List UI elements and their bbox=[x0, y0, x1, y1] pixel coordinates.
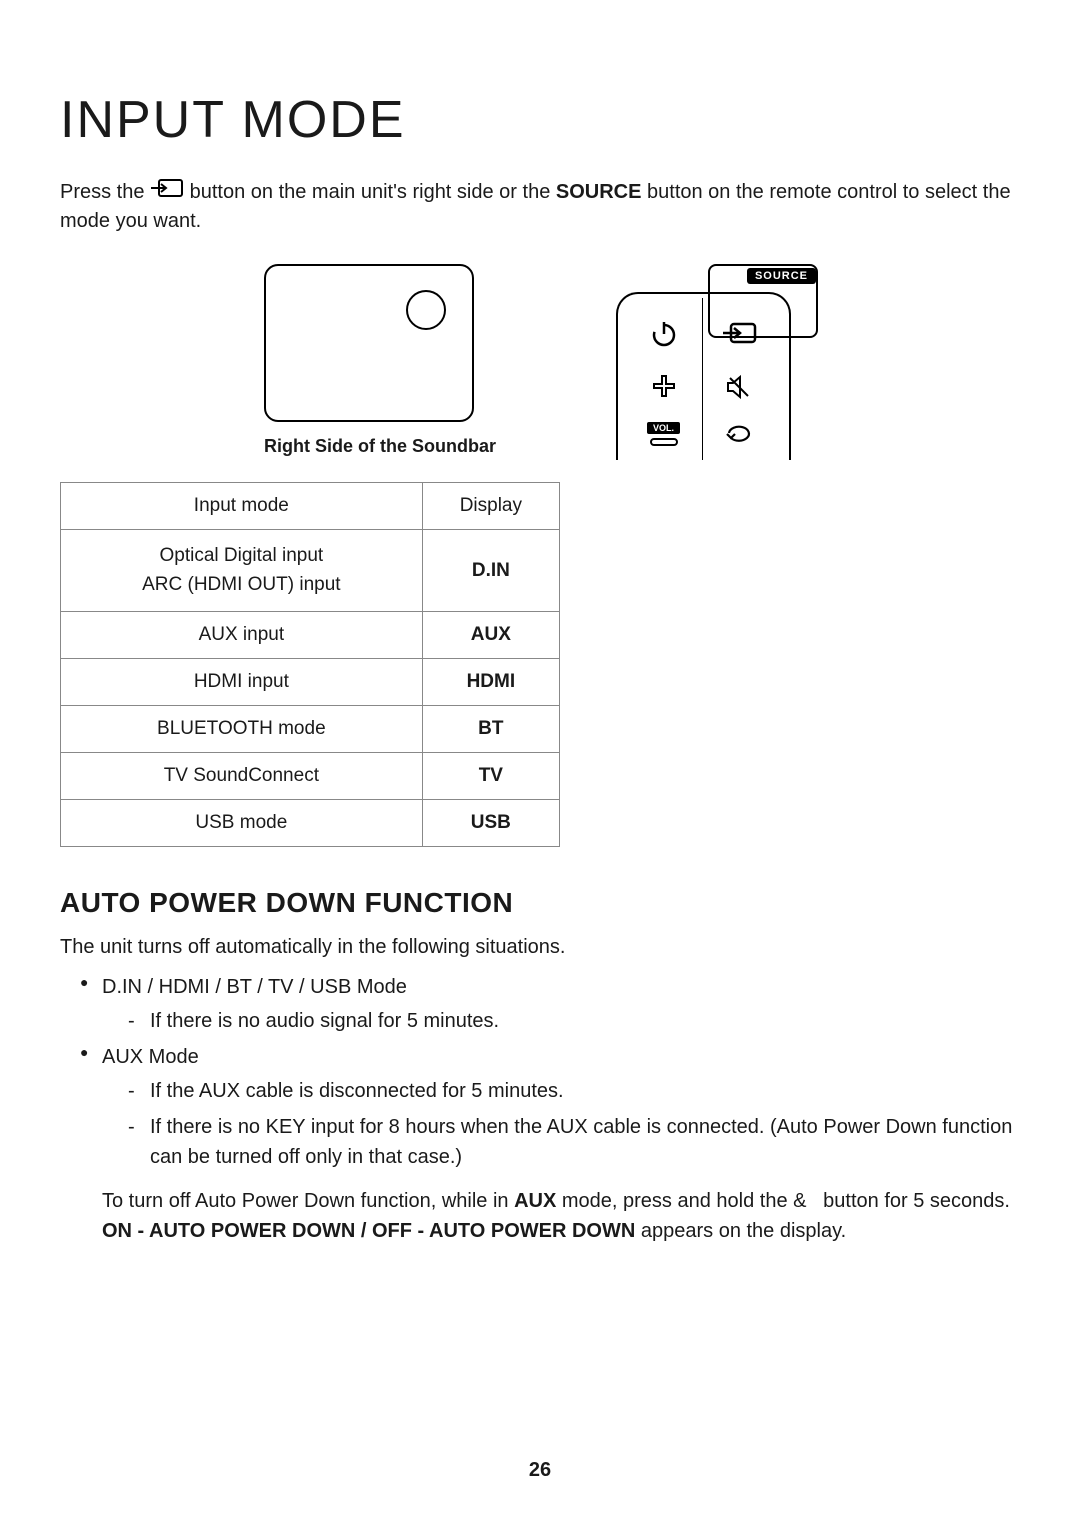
vol-badge: VOL. bbox=[647, 422, 680, 434]
closing-bold-line: ON - AUTO POWER DOWN / OFF - AUTO POWER … bbox=[102, 1220, 635, 1242]
sub-list-item: If there is no KEY input for 8 hours whe… bbox=[128, 1112, 1020, 1172]
table-row: HDMI inputHDMI bbox=[61, 659, 560, 706]
soundbar-knob-icon bbox=[406, 290, 446, 330]
auto-power-intro: The unit turns off automatically in the … bbox=[60, 933, 1020, 962]
intro-source-word: SOURCE bbox=[556, 181, 642, 203]
remote-vol-label-cell: VOL. bbox=[626, 414, 701, 452]
intro-text-mid: button on the main unit's right side or … bbox=[190, 181, 556, 203]
source-button-icon bbox=[721, 321, 757, 345]
table-cell-display: D.IN bbox=[422, 530, 559, 612]
sub-list: If the AUX cable is disconnected for 5 m… bbox=[102, 1076, 1020, 1172]
mute-icon bbox=[724, 372, 754, 402]
table-row: Optical Digital inputARC (HDMI OUT) inpu… bbox=[61, 530, 560, 612]
soundbar-box bbox=[264, 264, 474, 422]
page-title: INPUT MODE bbox=[60, 90, 1020, 150]
table-cell-display: USB bbox=[422, 800, 559, 847]
table-row: USB modeUSB bbox=[61, 800, 560, 847]
sub-list-item: If there is no audio signal for 5 minute… bbox=[128, 1006, 1020, 1036]
table-cell-mode: USB mode bbox=[61, 800, 423, 847]
table-cell-display: HDMI bbox=[422, 659, 559, 706]
table-row: BLUETOOTH modeBT bbox=[61, 706, 560, 753]
closing-aux: AUX bbox=[514, 1190, 556, 1212]
intro-paragraph: Press the button on the main unit's righ… bbox=[60, 178, 1020, 236]
table-cell-mode: HDMI input bbox=[61, 659, 423, 706]
auto-power-closing: To turn off Auto Power Down function, wh… bbox=[60, 1186, 1020, 1246]
remote-source-label: SOURCE bbox=[747, 268, 816, 284]
remote-repeat-cell bbox=[701, 414, 776, 452]
table-cell-mode: BLUETOOTH mode bbox=[61, 706, 423, 753]
remote-source-cell bbox=[701, 306, 776, 360]
repeat-icon bbox=[723, 421, 755, 445]
table-header-mode: Input mode bbox=[61, 483, 423, 530]
sub-list-item: If the AUX cable is disconnected for 5 m… bbox=[128, 1076, 1020, 1106]
remote-mute-cell bbox=[701, 360, 776, 414]
table-cell-display: BT bbox=[422, 706, 559, 753]
list-item: AUX Mode If the AUX cable is disconnected… bbox=[80, 1042, 1020, 1172]
closing-text: To turn off Auto Power Down function, wh… bbox=[102, 1190, 514, 1212]
table-header-display: Display bbox=[422, 483, 559, 530]
remote-diagram: SOURCE bbox=[616, 264, 816, 464]
vol-down-pill-icon bbox=[650, 438, 678, 446]
diagrams-row: Right Side of the Soundbar SOURCE bbox=[60, 264, 1020, 464]
bullet-label: AUX Mode bbox=[102, 1046, 199, 1068]
table-cell-mode: Optical Digital inputARC (HDMI OUT) inpu… bbox=[61, 530, 423, 612]
bullet-label: D.IN / HDMI / BT / TV / USB Mode bbox=[102, 976, 407, 998]
remote-power-cell bbox=[626, 306, 701, 360]
table-cell-display: AUX bbox=[422, 612, 559, 659]
table-cell-mode: TV SoundConnect bbox=[61, 753, 423, 800]
closing-text-2: mode, press and hold the & button for 5 … bbox=[556, 1190, 1010, 1212]
table-row: AUX inputAUX bbox=[61, 612, 560, 659]
auto-power-heading: AUTO POWER DOWN FUNCTION bbox=[60, 887, 1020, 919]
table-cell-display: TV bbox=[422, 753, 559, 800]
intro-text-before: Press the bbox=[60, 181, 150, 203]
soundbar-caption: Right Side of the Soundbar bbox=[264, 436, 496, 457]
closing-rest: appears on the display. bbox=[635, 1220, 846, 1242]
input-mode-table: Input mode Display Optical Digital input… bbox=[60, 482, 560, 847]
page-number: 26 bbox=[0, 1459, 1080, 1482]
auto-power-list: D.IN / HDMI / BT / TV / USB Mode If there… bbox=[60, 972, 1020, 1172]
source-icon bbox=[150, 178, 184, 207]
table-cell-mode: AUX input bbox=[61, 612, 423, 659]
list-item: D.IN / HDMI / BT / TV / USB Mode If there… bbox=[80, 972, 1020, 1036]
power-icon bbox=[649, 318, 679, 348]
soundbar-diagram: Right Side of the Soundbar bbox=[264, 264, 496, 457]
sub-list: If there is no audio signal for 5 minute… bbox=[102, 1006, 1020, 1036]
table-row: TV SoundConnectTV bbox=[61, 753, 560, 800]
remote-vol-up-cell bbox=[626, 360, 701, 414]
plus-icon bbox=[649, 372, 679, 402]
